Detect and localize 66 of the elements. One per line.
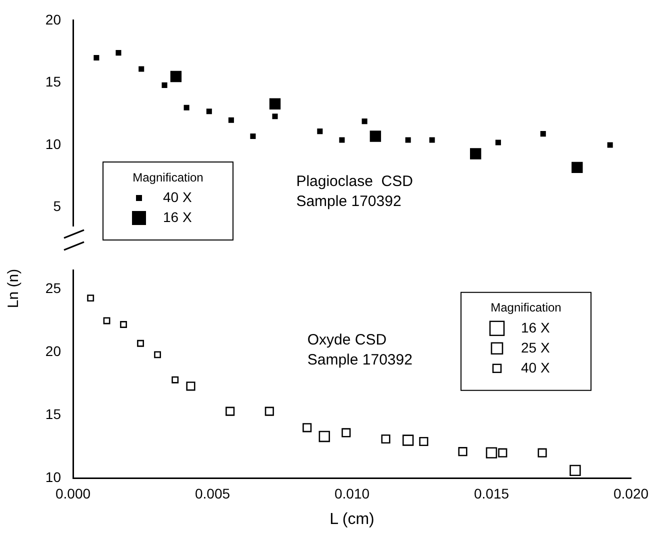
point <box>94 55 100 61</box>
x-tick-label: 0.005 <box>194 485 230 502</box>
x-tick-label: 0.010 <box>334 485 370 502</box>
point <box>570 464 581 476</box>
point <box>154 351 162 358</box>
legend-label: 40 X <box>521 359 550 376</box>
point <box>137 340 144 347</box>
point <box>302 423 312 432</box>
point <box>607 142 613 148</box>
point <box>429 137 435 143</box>
point <box>103 317 110 324</box>
point <box>186 382 196 391</box>
y-tick-label: 25 <box>45 280 62 296</box>
point <box>317 128 323 134</box>
legend-label: 16 X <box>521 319 550 336</box>
y-tick-label: 10 <box>45 136 62 152</box>
y-tick-label: 20 <box>45 11 62 28</box>
legend-title: Magnification <box>132 170 204 184</box>
point <box>318 430 330 442</box>
point <box>405 137 411 143</box>
annotation: Oxyde CSD Sample 170392 <box>307 331 412 368</box>
point <box>228 117 234 123</box>
annotation: Plagioclase CSD Sample 170392 <box>296 173 414 210</box>
legend-label: 16 X <box>163 208 192 225</box>
point <box>184 104 190 110</box>
y-tick-label: 15 <box>45 74 62 90</box>
point <box>470 148 482 160</box>
point <box>419 436 428 446</box>
x-axis-title: L (cm) <box>330 510 374 528</box>
point <box>206 108 212 114</box>
point <box>120 321 127 328</box>
point <box>362 118 368 124</box>
y-tick-label: 10 <box>45 468 62 485</box>
point <box>495 140 501 146</box>
point <box>272 114 278 120</box>
point <box>381 434 390 444</box>
point <box>458 447 468 456</box>
point <box>264 406 274 416</box>
point <box>540 131 546 137</box>
y-tick-label: 5 <box>53 198 62 214</box>
point <box>486 447 498 458</box>
point <box>498 448 508 458</box>
point <box>370 130 382 142</box>
point <box>402 434 414 446</box>
point <box>572 162 583 174</box>
point <box>250 134 256 140</box>
point <box>87 294 94 302</box>
point <box>172 376 179 384</box>
point <box>116 50 122 56</box>
point <box>226 406 235 416</box>
point <box>342 428 351 438</box>
point <box>269 98 281 110</box>
y-tick-label: 15 <box>45 406 62 422</box>
y-tick-label: 20 <box>45 343 62 360</box>
x-tick-label: 0.015 <box>474 485 510 502</box>
point <box>162 82 168 88</box>
x-tick-label: 0.000 <box>55 485 91 502</box>
x-tick-label: 0.020 <box>613 485 649 502</box>
point <box>138 66 144 72</box>
y-axis-title: Ln (n) <box>6 268 22 308</box>
legend-label: 25 X <box>521 339 550 356</box>
legend-label: 40 X <box>163 188 192 205</box>
point <box>538 448 547 458</box>
point <box>170 70 182 82</box>
legend-title: Magnification <box>490 300 562 315</box>
point <box>339 137 345 143</box>
